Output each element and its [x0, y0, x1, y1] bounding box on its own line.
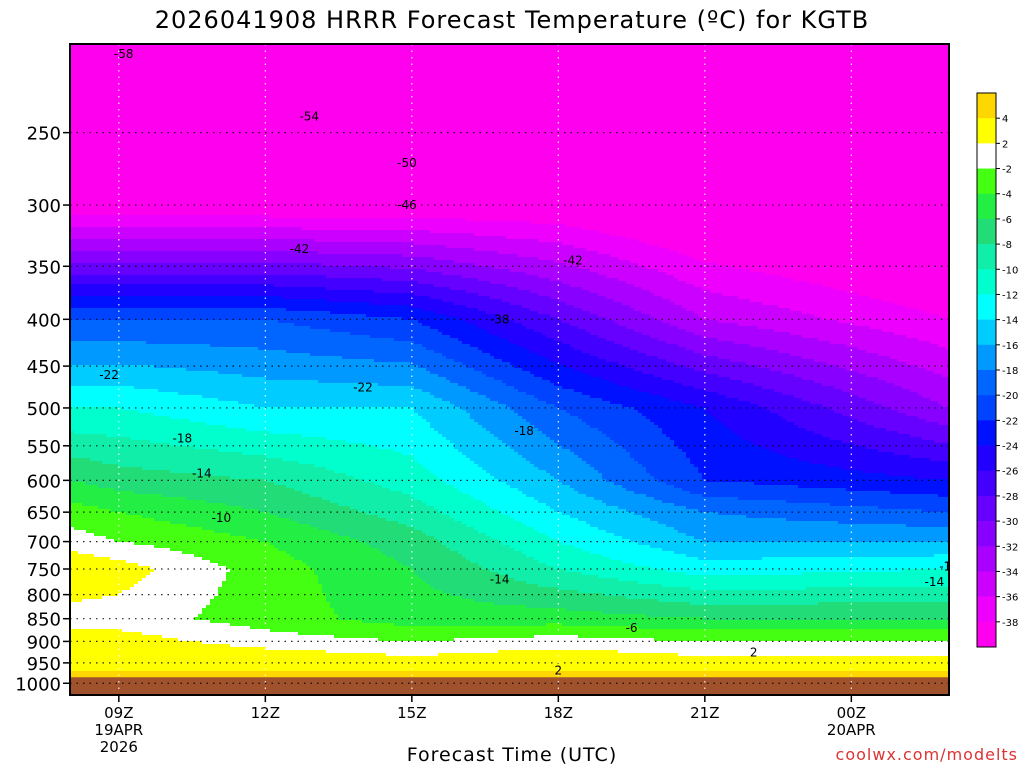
colorbar-label: -20 — [1002, 391, 1018, 402]
colorbar-label: -34 — [1002, 567, 1018, 578]
contour-label: -10 — [212, 511, 232, 525]
y-tick-label: 450 — [27, 357, 61, 378]
colorbar-swatch — [977, 370, 996, 395]
colorbar-swatch — [977, 546, 996, 571]
colorbar-swatch — [977, 219, 996, 244]
colorbar-swatch — [977, 496, 996, 521]
contour-label: -14 — [490, 572, 510, 586]
colorbar-swatch — [977, 597, 996, 622]
contour-label: -18 — [514, 424, 534, 438]
contour-label: 2 — [555, 663, 563, 677]
x-tick-label: 15Z — [397, 704, 426, 722]
y-axis: 2503003504004505005506006507007508008509… — [15, 124, 70, 696]
x-tick-date: 19APR — [94, 721, 143, 739]
y-tick-label: 800 — [27, 586, 61, 607]
y-tick-label: 300 — [27, 196, 61, 217]
colorbar-label: -26 — [1002, 467, 1018, 478]
contour-label: -46 — [397, 198, 417, 212]
colorbar-label: -8 — [1002, 240, 1012, 251]
credit-text: coolwx.com/modelts — [836, 745, 1018, 764]
contour-label: 2 — [750, 645, 758, 659]
colorbar-swatch — [977, 446, 996, 471]
colorbar-swatch — [977, 345, 996, 370]
colorbar-swatch — [977, 294, 996, 319]
colorbar-label: -24 — [1002, 442, 1018, 453]
contour-label: -42 — [290, 242, 310, 256]
colorbar-label: -2 — [1002, 165, 1012, 176]
colorbar-label: -12 — [1002, 290, 1018, 301]
temperature-heatmap — [70, 44, 951, 696]
contour-label: -58 — [114, 47, 134, 61]
colorbar-label: -10 — [1002, 265, 1018, 276]
colorbar-label: -32 — [1002, 542, 1018, 553]
colorbar-label: -4 — [1002, 190, 1012, 201]
x-tick-label: 18Z — [544, 704, 573, 722]
y-tick-label: 600 — [27, 471, 61, 492]
contour-label: -14 — [925, 575, 945, 589]
y-tick-label: 350 — [27, 257, 61, 278]
contour-label: -18 — [173, 432, 193, 446]
contour-label: -6 — [626, 621, 638, 635]
contour-label: -38 — [490, 312, 510, 326]
colorbar-swatch — [977, 395, 996, 420]
colorbar-label: -16 — [1002, 341, 1018, 352]
colorbar-label: -30 — [1002, 517, 1018, 528]
colorbar-label: 4 — [1002, 114, 1008, 125]
colorbar-label: 2 — [1002, 139, 1008, 150]
colorbar-swatch — [977, 622, 996, 647]
colorbar-label: -36 — [1002, 593, 1018, 604]
colorbar-label: -14 — [1002, 316, 1018, 327]
y-tick-label: 400 — [27, 310, 61, 331]
colorbar-swatch — [977, 320, 996, 345]
colorbar-swatch — [977, 169, 996, 194]
colorbar-swatch — [977, 521, 996, 546]
contour-label: -22 — [99, 368, 119, 382]
x-tick-label: 12Z — [251, 704, 280, 722]
contour-label: -54 — [299, 109, 319, 123]
y-tick-label: 250 — [27, 124, 61, 145]
x-tick-date: 20APR — [827, 721, 876, 739]
ground-layer — [70, 677, 949, 695]
contour-label: -14 — [192, 467, 212, 481]
y-tick-label: 700 — [27, 533, 61, 554]
colorbar-label: -22 — [1002, 416, 1018, 427]
colorbar-swatch — [977, 269, 996, 294]
y-tick-label: 850 — [27, 610, 61, 631]
x-tick-label: 09Z — [104, 704, 133, 722]
ground-surface — [70, 677, 949, 695]
colorbar-label: -18 — [1002, 366, 1018, 377]
y-tick-label: 500 — [27, 399, 61, 420]
colorbar-swatch — [977, 118, 996, 143]
y-tick-label: 950 — [27, 654, 61, 675]
y-tick-label: 550 — [27, 437, 61, 458]
contour-label: -50 — [397, 156, 417, 170]
contour-label: -22 — [353, 381, 373, 395]
colorbar-swatch — [977, 420, 996, 445]
x-tick-label: 21Z — [690, 704, 719, 722]
contour-label: -42 — [563, 254, 583, 268]
x-tick-label: 00Z — [837, 704, 866, 722]
colorbar-swatch — [977, 471, 996, 496]
colorbar-swatch — [977, 194, 996, 219]
colorbar-swatch — [977, 244, 996, 269]
colorbar-swatch — [977, 93, 996, 118]
colorbar-legend: 4 2 -2 -4 -6 -8 -10 -12 -14 -16 -18 -20 -22 -24 -26 -28… — [977, 93, 1018, 647]
y-tick-label: 1000 — [15, 674, 61, 695]
colorbar-swatch — [977, 571, 996, 596]
y-tick-label: 750 — [27, 560, 61, 581]
colorbar-label: -6 — [1002, 215, 1012, 226]
y-tick-label: 650 — [27, 503, 61, 524]
colorbar-swatch — [977, 143, 996, 168]
colorbar-label: -28 — [1002, 492, 1018, 503]
colorbar-label: -38 — [1002, 618, 1018, 629]
y-tick-label: 900 — [27, 632, 61, 653]
